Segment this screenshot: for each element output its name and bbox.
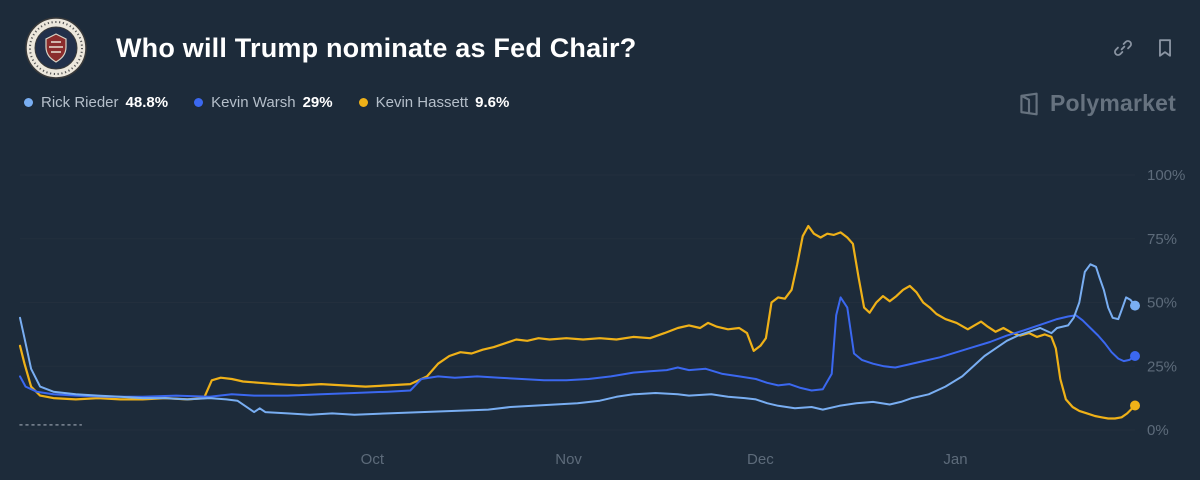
kevin-warsh-dot-icon [194, 98, 204, 107]
legend-item-rick-rieder[interactable]: Rick Rieder 48.8% [24, 94, 168, 111]
federal-reserve-seal-logo [25, 17, 87, 79]
page-title: Who will Trump nominate as Fed Chair? [116, 32, 637, 63]
legend-value: 48.8% [125, 94, 169, 111]
svg-text:Jan: Jan [943, 451, 967, 468]
price-chart-svg[interactable]: 100% 75% 50% 25% 0% Oct Nov Dec Jan [0, 150, 1200, 480]
legend: Rick Rieder 48.8% Kevin Warsh 29% Kevin … [0, 80, 1200, 116]
svg-text:0%: 0% [1147, 422, 1169, 439]
legend-value: 9.6% [475, 94, 510, 111]
bookmark-icon[interactable] [1154, 37, 1176, 59]
svg-text:100%: 100% [1147, 167, 1185, 184]
price-chart[interactable]: 100% 75% 50% 25% 0% Oct Nov Dec Jan [0, 150, 1200, 480]
svg-text:75%: 75% [1147, 231, 1177, 248]
polymarket-wordmark: Polymarket [1049, 90, 1176, 116]
header: Who will Trump nominate as Fed Chair? [0, 0, 1200, 80]
svg-text:Dec: Dec [747, 451, 774, 468]
svg-text:Oct: Oct [361, 451, 385, 468]
svg-text:25%: 25% [1147, 358, 1177, 375]
rick-rieder-dot-icon [24, 98, 33, 107]
polymarket-watermark: Polymarket [1016, 90, 1176, 117]
legend-name: Kevin Hassett [375, 94, 469, 111]
svg-text:Nov: Nov [555, 451, 582, 468]
legend-name: Rick Rieder [41, 94, 119, 111]
legend-item-kevin-warsh[interactable]: Kevin Warsh 29% [194, 94, 333, 111]
kevin-hassett-dot-icon [358, 98, 368, 107]
legend-item-kevin-hassett[interactable]: Kevin Hassett 9.6% [358, 94, 510, 111]
polymarket-logo-icon [1020, 92, 1038, 115]
svg-text:50%: 50% [1147, 295, 1177, 312]
legend-name: Kevin Warsh [211, 94, 296, 111]
copy-link-icon[interactable] [1112, 37, 1134, 59]
legend-value: 29% [302, 94, 333, 111]
